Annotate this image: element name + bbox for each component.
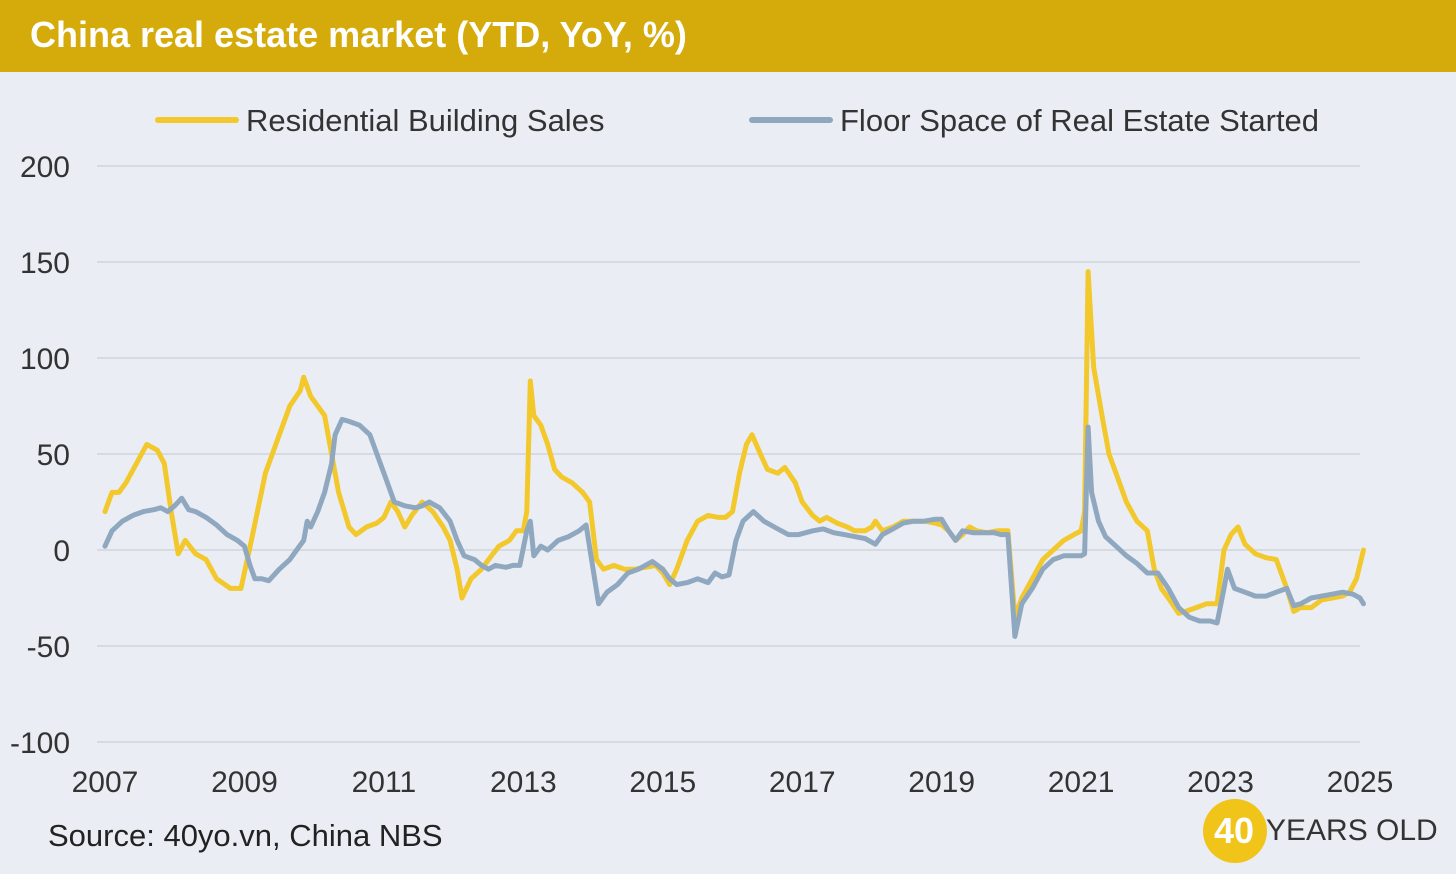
y-tick-label: 0 xyxy=(53,535,70,568)
chart-title: China real estate market (YTD, YoY, %) xyxy=(30,14,687,55)
y-tick-label: 200 xyxy=(20,151,70,184)
x-tick-label: 2025 xyxy=(1327,766,1394,794)
x-tick-label: 2015 xyxy=(629,766,696,794)
y-tick-label: -50 xyxy=(27,631,70,664)
x-tick-label: 2007 xyxy=(72,766,139,794)
x-tick-label: 2013 xyxy=(490,766,557,794)
x-tick-label: 2017 xyxy=(769,766,836,794)
x-tick-label: 2023 xyxy=(1187,766,1254,794)
logo-text: YEARS OLD xyxy=(1266,814,1438,847)
x-tick-label: 2009 xyxy=(211,766,278,794)
legend-label: Floor Space of Real Estate Started xyxy=(840,103,1319,138)
title-bar: China real estate market (YTD, YoY, %) xyxy=(0,0,1456,72)
y-tick-label: 150 xyxy=(20,247,70,280)
logo-number: 40 xyxy=(1214,810,1255,851)
series-line-residential-sales xyxy=(102,269,1366,620)
x-tick-label: 2011 xyxy=(352,766,417,794)
logo-badge xyxy=(1203,799,1267,863)
legend-label: Residential Building Sales xyxy=(246,103,604,138)
source-note: Source: 40yo.vn, China NBS xyxy=(48,818,443,853)
series-line-floor-space-started xyxy=(102,416,1366,639)
y-tick-label: 50 xyxy=(37,439,70,472)
x-tick-label: 2021 xyxy=(1048,766,1115,794)
y-tick-label: -100 xyxy=(10,727,70,760)
x-tick-label: 2019 xyxy=(908,766,975,794)
y-tick-label: 100 xyxy=(20,343,70,376)
